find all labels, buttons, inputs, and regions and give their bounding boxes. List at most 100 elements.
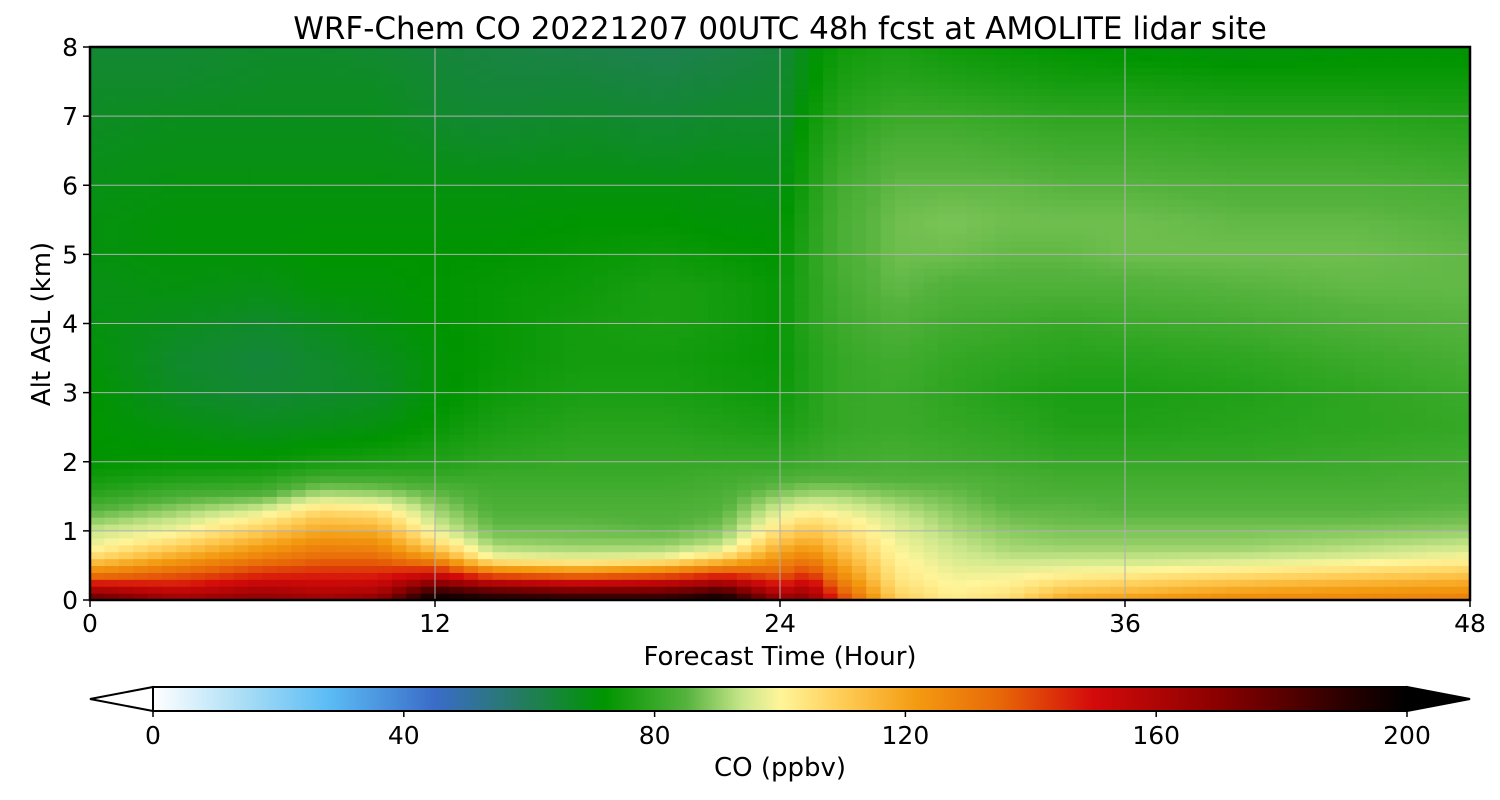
heatmap-cell [176, 268, 192, 276]
heatmap-cell [506, 475, 522, 484]
heatmap-cell [1455, 364, 1471, 373]
heatmap-cell [262, 537, 278, 546]
heatmap-cell [1254, 579, 1270, 587]
heatmap-cell [276, 406, 292, 414]
heatmap-cell [1283, 282, 1299, 290]
heatmap-cell [693, 537, 709, 546]
heatmap-cell [923, 364, 939, 373]
heatmap-cell [1139, 489, 1155, 497]
heatmap-cell [1441, 544, 1457, 553]
heatmap-cell [104, 371, 120, 380]
heatmap-cell [363, 537, 379, 546]
heatmap-cell [1441, 572, 1457, 580]
heatmap-cell [636, 351, 652, 359]
heatmap-cell [708, 385, 724, 394]
heatmap-cell [262, 468, 278, 477]
heatmap-cell [1196, 247, 1212, 255]
heatmap-cell [1254, 323, 1270, 332]
heatmap-cell [708, 295, 724, 304]
heatmap-cell [492, 282, 508, 290]
heatmap-cell [1096, 254, 1112, 262]
heatmap-cell [276, 475, 292, 484]
heatmap-cell [219, 537, 235, 546]
heatmap-cell [248, 468, 264, 477]
heatmap-cell [449, 261, 465, 269]
heatmap-cell [1168, 282, 1184, 290]
heatmap-cell [1326, 441, 1342, 449]
heatmap-cell [1168, 427, 1184, 435]
heatmap-cell [1168, 558, 1184, 567]
heatmap-cell [1110, 288, 1126, 297]
heatmap-cell [851, 447, 867, 456]
heatmap-cell [492, 344, 508, 352]
heatmap-cell [564, 364, 580, 373]
heatmap-cell [808, 406, 824, 414]
heatmap-cell [147, 268, 163, 276]
heatmap-cell [1182, 378, 1198, 387]
heatmap-cell [1010, 447, 1025, 456]
heatmap-cell [506, 434, 522, 442]
heatmap-cell [276, 337, 292, 345]
heatmap-cell [1081, 517, 1097, 525]
heatmap-cell [1024, 551, 1040, 560]
heatmap-cell [1096, 240, 1112, 249]
heatmap-cell [1240, 530, 1255, 539]
heatmap-cell [1067, 517, 1083, 525]
heatmap-cell [1283, 330, 1299, 338]
heatmap-cell [593, 441, 609, 449]
heatmap-cell [1398, 572, 1414, 580]
heatmap-cell [161, 447, 177, 456]
heatmap-cell [233, 351, 249, 359]
heatmap-cell [205, 392, 220, 401]
heatmap-cell [161, 371, 177, 380]
heatmap-cell [693, 441, 709, 449]
heatmap-cell [104, 302, 120, 311]
heatmap-cell [248, 447, 264, 456]
heatmap-cell [636, 523, 652, 532]
heatmap-cell [708, 309, 724, 318]
heatmap-cell [851, 586, 867, 594]
heatmap-cell [650, 434, 666, 442]
heatmap-cell [420, 385, 436, 394]
heatmap-cell [665, 385, 680, 394]
heatmap-cell [147, 358, 163, 366]
heatmap-cell [377, 254, 393, 262]
heatmap-cell [1369, 586, 1385, 594]
heatmap-cell [506, 378, 522, 387]
heatmap-cell [118, 427, 134, 435]
heatmap-cell [880, 565, 896, 573]
heatmap-cell [823, 537, 839, 546]
heatmap-cell [435, 544, 450, 553]
heatmap-cell [90, 302, 105, 311]
heatmap-cell [535, 544, 551, 553]
heatmap-cell [995, 434, 1011, 442]
heatmap-cell [693, 288, 709, 297]
heatmap-cell [1283, 371, 1299, 380]
heatmap-cell [1340, 565, 1356, 573]
heatmap-cell [248, 565, 264, 573]
heatmap-cell [435, 392, 450, 401]
heatmap-cell [1283, 579, 1299, 587]
heatmap-cell [478, 302, 494, 311]
heatmap-cell [621, 565, 637, 573]
heatmap-cell [966, 537, 982, 546]
heatmap-cell [1096, 399, 1112, 408]
heatmap-cell [823, 385, 839, 394]
heatmap-cell [866, 330, 882, 338]
heatmap-cell [1110, 309, 1126, 318]
heatmap-cell [190, 399, 206, 408]
heatmap-cell [521, 523, 537, 532]
heatmap-cell [1412, 302, 1428, 311]
heatmap-cell [1139, 593, 1155, 601]
heatmap-cell [851, 558, 867, 567]
heatmap-cell [593, 330, 609, 338]
heatmap-cell [995, 489, 1011, 497]
heatmap-cell [1211, 392, 1227, 401]
heatmap-cell [981, 302, 997, 311]
heatmap-cell [248, 295, 264, 304]
heatmap-cell [118, 351, 134, 359]
heatmap-cell [190, 254, 206, 262]
heatmap-cell [794, 330, 810, 338]
heatmap-cell [1283, 530, 1299, 539]
heatmap-cell [1081, 288, 1097, 297]
